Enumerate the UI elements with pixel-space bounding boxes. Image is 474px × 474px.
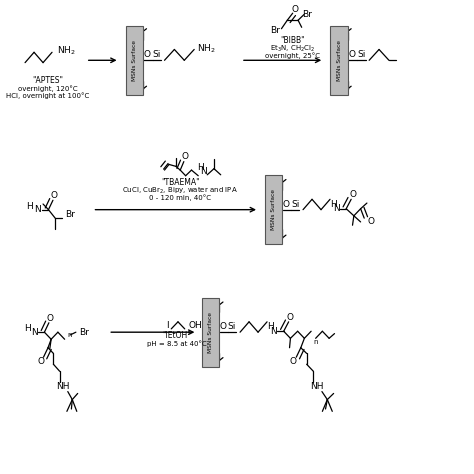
FancyBboxPatch shape <box>202 298 219 366</box>
Text: MSNs Surface: MSNs Surface <box>209 312 213 353</box>
Text: O: O <box>348 50 355 59</box>
Text: H: H <box>24 324 31 333</box>
Text: "BIBB": "BIBB" <box>281 36 305 45</box>
Text: O: O <box>292 5 299 14</box>
Text: HCl, overnight at 100°C: HCl, overnight at 100°C <box>6 92 89 99</box>
Text: Br: Br <box>270 26 280 35</box>
Text: MSNs Surface: MSNs Surface <box>337 40 342 81</box>
Text: NH$_2$: NH$_2$ <box>56 44 75 57</box>
Text: N: N <box>271 327 277 336</box>
Text: N: N <box>32 328 38 337</box>
Text: O: O <box>219 322 227 331</box>
Text: MSNs Surface: MSNs Surface <box>132 40 137 81</box>
Text: H: H <box>267 322 274 331</box>
Text: "IEtOH": "IEtOH" <box>163 331 191 340</box>
Text: N: N <box>200 167 207 176</box>
Text: O: O <box>46 313 53 322</box>
Text: Et$_3$N, CH$_2$Cl$_2$: Et$_3$N, CH$_2$Cl$_2$ <box>270 44 315 54</box>
Text: O: O <box>287 313 294 321</box>
Text: O: O <box>290 357 297 366</box>
Text: Si: Si <box>153 50 161 59</box>
Text: NH: NH <box>310 383 323 392</box>
Text: 0 - 120 min, 40°C: 0 - 120 min, 40°C <box>149 194 211 201</box>
Text: overnight, 120°C: overnight, 120°C <box>18 85 77 92</box>
Text: CuCl, CuBr$_2$, Bipy, water and IPA: CuCl, CuBr$_2$, Bipy, water and IPA <box>122 186 238 196</box>
Text: Si: Si <box>228 322 236 331</box>
Text: NH$_2$: NH$_2$ <box>197 42 216 55</box>
FancyBboxPatch shape <box>126 26 143 95</box>
Text: pH = 8.5 at 40°C: pH = 8.5 at 40°C <box>147 341 207 347</box>
Text: Si: Si <box>357 50 366 59</box>
Text: n: n <box>313 338 318 345</box>
Text: N: N <box>333 204 340 213</box>
Text: O: O <box>144 50 150 59</box>
Text: O: O <box>181 153 188 161</box>
Text: MSNs Surface: MSNs Surface <box>271 189 276 230</box>
Text: H: H <box>198 163 204 172</box>
Text: overnight, 25°C: overnight, 25°C <box>265 52 320 59</box>
Text: NH: NH <box>56 383 70 392</box>
Text: Br: Br <box>65 210 75 219</box>
Text: N: N <box>34 205 41 214</box>
Text: Br: Br <box>80 328 90 337</box>
Text: O: O <box>368 218 375 227</box>
Text: H: H <box>26 202 33 211</box>
Text: O: O <box>349 190 356 199</box>
Text: "TBAEMA": "TBAEMA" <box>161 178 200 187</box>
FancyBboxPatch shape <box>265 175 283 244</box>
Text: n: n <box>67 332 72 338</box>
FancyBboxPatch shape <box>330 26 347 95</box>
Text: O: O <box>37 357 44 366</box>
Text: Si: Si <box>291 200 300 209</box>
Text: OH: OH <box>188 320 202 329</box>
Text: O: O <box>283 200 290 209</box>
Text: H: H <box>330 200 337 209</box>
Text: O: O <box>51 191 58 200</box>
Text: I: I <box>166 321 169 330</box>
Text: "APTES": "APTES" <box>32 76 63 85</box>
Text: Br: Br <box>301 10 311 19</box>
